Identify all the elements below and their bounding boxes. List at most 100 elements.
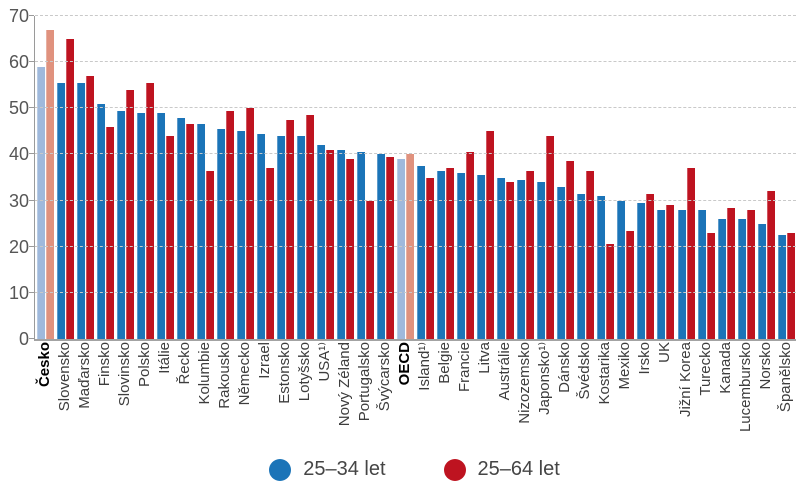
- legend-dot-blue-icon: [269, 458, 292, 481]
- x-axis-label: Rakousko: [215, 342, 233, 409]
- bar-group-7: [155, 16, 175, 339]
- bar-25-64: [626, 230, 635, 339]
- bar-group-4: [95, 16, 115, 339]
- x-axis-label: Řecko: [175, 342, 193, 385]
- bar-group-34: [696, 16, 716, 339]
- gridline-20: [35, 245, 796, 247]
- bar-group-19: [396, 16, 416, 339]
- bar-group-16: [335, 16, 355, 339]
- bar-25-34: [76, 82, 85, 339]
- bar-group-37: [756, 16, 776, 339]
- bar-25-34: [477, 175, 486, 339]
- bar-25-34: [497, 177, 506, 339]
- x-label-cell: Lotyšsko: [294, 342, 314, 454]
- bar-25-64: [706, 232, 715, 339]
- bar-25-64: [65, 39, 74, 339]
- x-label-cell: Řecko: [174, 342, 194, 454]
- bar-25-34: [36, 66, 45, 339]
- bar-group-28: [576, 16, 596, 339]
- y-tick-mark-40: [29, 153, 34, 155]
- y-tick-mark-20: [29, 245, 34, 247]
- bar-25-64: [646, 193, 655, 339]
- bar-25-64: [566, 161, 575, 339]
- bar-25-34: [156, 112, 165, 339]
- x-label-cell: Švédsko: [575, 342, 595, 454]
- bar-25-64: [586, 170, 595, 339]
- x-axis-label: Španělsko: [776, 342, 794, 413]
- bar-25-64: [285, 119, 294, 339]
- y-tick-mark-50: [29, 107, 34, 109]
- bar-group-10: [215, 16, 235, 339]
- x-label-cell: Portugalsko: [355, 342, 375, 454]
- bar-25-64: [185, 124, 194, 339]
- y-axis-tick-label-40: 40: [8, 144, 29, 165]
- bar-group-6: [135, 16, 155, 339]
- x-label-cell: Island¹⁾: [415, 342, 435, 454]
- x-axis-label: Kanada: [716, 342, 734, 394]
- bar-group-32: [656, 16, 676, 339]
- legend-item-25-34: 25–34 let: [269, 458, 386, 481]
- bar-group-1: [35, 16, 55, 339]
- legend-label-25-64: 25–64 let: [477, 458, 560, 480]
- x-label-cell: Švýcarsko: [375, 342, 395, 454]
- x-label-cell: Slovensko: [54, 342, 74, 454]
- bar-25-64: [366, 200, 375, 339]
- bar-group-23: [476, 16, 496, 339]
- bar-group-21: [436, 16, 456, 339]
- x-axis-label: Německo: [235, 342, 253, 406]
- bar-25-34: [316, 145, 325, 339]
- x-axis-label: Norsko: [756, 342, 774, 390]
- x-axis-label: Lucembursko: [736, 342, 754, 433]
- bar-25-34: [437, 170, 446, 339]
- bar-25-64: [786, 232, 795, 339]
- bar-group-12: [255, 16, 275, 339]
- bar-25-34: [417, 165, 426, 339]
- bar-25-64: [666, 205, 675, 339]
- bar-group-20: [416, 16, 436, 339]
- x-axis-label: OECD: [396, 342, 414, 386]
- bar-group-31: [636, 16, 656, 339]
- bar-25-34: [737, 219, 746, 339]
- bar-25-64: [526, 170, 535, 339]
- x-axis-label: Izrael: [255, 342, 273, 379]
- bar-group-35: [716, 16, 736, 339]
- bar-25-64: [85, 76, 94, 339]
- bar-group-9: [195, 16, 215, 339]
- x-label-cell: Kanada: [715, 342, 735, 454]
- bar-25-34: [457, 172, 466, 339]
- plot-area: 0 10 20 30 40 50 60 70: [9, 6, 796, 349]
- bar-25-64: [466, 152, 475, 339]
- bar-25-34: [577, 193, 586, 339]
- gridline-60: [35, 61, 796, 63]
- bar-group-22: [456, 16, 476, 339]
- gridline-70: [35, 15, 796, 16]
- x-label-cell: Slovinsko: [114, 342, 134, 454]
- bars-container: [35, 16, 796, 339]
- y-tick-mark-10: [29, 291, 34, 293]
- x-label-cell: Dánsko: [555, 342, 575, 454]
- bar-25-34: [196, 124, 205, 339]
- bar-group-3: [75, 16, 95, 339]
- bar-group-27: [556, 16, 576, 339]
- legend-label-25-34: 25–34 let: [303, 458, 386, 480]
- x-axis-label: Kolumbie: [195, 342, 213, 405]
- bar-25-34: [56, 82, 65, 339]
- y-axis-tick-label-70: 70: [8, 6, 29, 26]
- x-axis-label: Nový Zéland: [335, 342, 353, 427]
- x-label-cell: Španělsko: [775, 342, 795, 454]
- x-axis-label: Francie: [456, 342, 474, 393]
- x-axis-label: Portugalsko: [356, 342, 374, 422]
- x-axis-label: Mexiko: [616, 342, 634, 390]
- bar-group-24: [496, 16, 516, 339]
- bar-25-64: [546, 135, 555, 339]
- bar-25-34: [637, 202, 646, 339]
- x-label-cell: Austrálie: [495, 342, 515, 454]
- bar-25-64: [686, 168, 695, 339]
- x-axis-label: Irsko: [636, 342, 654, 375]
- x-axis-label: Litva: [476, 342, 494, 374]
- x-axis-label: USA¹⁾: [315, 342, 333, 382]
- x-axis-label: Island¹⁾: [416, 342, 434, 391]
- bar-25-34: [136, 112, 145, 339]
- x-label-cell: Itálie: [154, 342, 174, 454]
- bar-25-34: [517, 179, 526, 339]
